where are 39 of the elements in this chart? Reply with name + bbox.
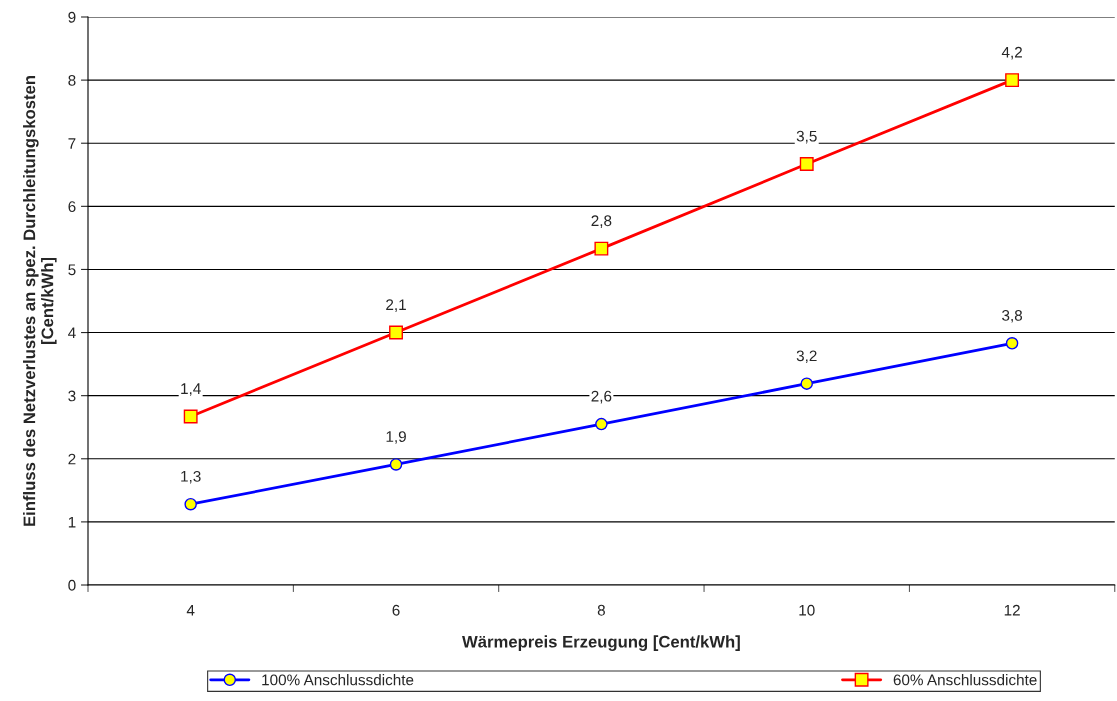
x-tick-label: 6: [392, 604, 400, 616]
annotation: 2,1: [386, 299, 406, 312]
data-label: 3,2: [796, 350, 817, 364]
point: [184, 497, 197, 511]
point: [389, 325, 403, 340]
point: [800, 377, 813, 390]
y-tick-label: 5: [68, 264, 76, 276]
legend-label: 100% Anschlussdichte: [262, 674, 414, 686]
y-tick-label: 2: [68, 453, 76, 465]
point: [183, 409, 198, 424]
annotation: 4,2: [1001, 46, 1022, 60]
data-label: 3,8: [1002, 310, 1023, 323]
x-tick-label: 4: [186, 605, 195, 616]
annotation: 1,4: [181, 383, 201, 396]
y-tick-label: 1: [68, 516, 76, 528]
legend-label: 60% Anschlussdichte: [893, 674, 1037, 686]
y-tick-label: 7: [68, 138, 76, 149]
data-label: 1,9: [386, 431, 406, 444]
x-axis-title: Wärmepreis Erzeugung [Cent/kWh]: [462, 635, 740, 651]
data-label: 1,3: [181, 470, 201, 484]
y-tick-label: 9: [68, 11, 76, 23]
annotation: 2,8: [591, 215, 612, 228]
point: [595, 417, 608, 431]
y-tick-label: 6: [68, 201, 76, 213]
point: [799, 157, 814, 171]
y-tick-label: 8: [68, 74, 76, 86]
data-label: 2,6: [591, 390, 612, 404]
annotation: 3,5: [796, 130, 817, 144]
y-tick-label: 0: [68, 579, 76, 591]
point: [1005, 73, 1020, 88]
y-tick-label: 3: [68, 390, 76, 402]
point: [594, 241, 609, 256]
point: [389, 458, 403, 471]
point: [1005, 337, 1019, 350]
x-tick-label: 10: [799, 604, 815, 616]
x-tick-label: 8: [597, 604, 605, 616]
y-axis-title: Einfluss des Netzverlustes an spez. Durchleitungskosten [Cent/kWh]: [23, 76, 57, 526]
x-tick-label: 12: [1004, 604, 1020, 616]
y-tick-label: 4: [68, 327, 76, 339]
